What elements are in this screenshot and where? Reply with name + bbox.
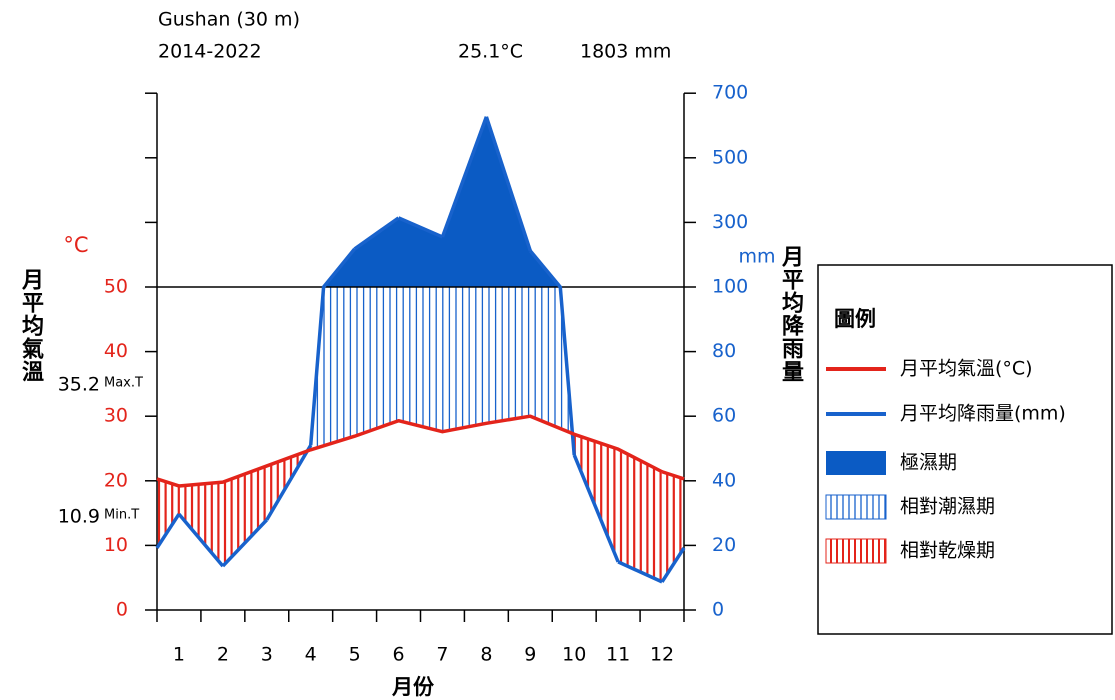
line-extension [155,513,181,549]
precipitation-line [397,216,444,239]
y2-tick-label: 20 [712,534,736,556]
x-tick-label: 1 [173,644,185,666]
y2-tick-label: 40 [712,469,736,491]
min-t-label: Min.T [104,508,139,523]
y2-tick-label: 80 [712,340,736,362]
legend-label: 月平均降雨量(mm) [900,403,1066,425]
precipitation-line [572,454,620,563]
legend-label: 極濕期 [900,452,957,474]
min-t: 10.9 [58,506,100,528]
y2-tick-label: 0 [712,599,724,621]
legend-swatch [825,494,887,520]
x-tick-label: 3 [261,644,273,666]
precipitation-line [221,518,269,568]
y-tick-label: 20 [104,469,128,491]
legend-label: 月平均氣溫(°C) [900,358,1033,380]
max-t: 35.2 [58,374,100,396]
precipitation-line [177,512,225,568]
y-tick-label: 40 [104,340,128,362]
precipitation-line [265,444,313,521]
x-tick-label: 2 [217,644,229,666]
x-tick-label: 11 [606,644,630,666]
y-unit: °C [63,233,88,257]
x-label: 月份 [391,675,435,699]
y2-tick-label: 60 [712,405,736,427]
precipitation-line [440,116,489,238]
y2-tick-label: 100 [712,276,748,298]
y2-tick-label: 500 [712,146,748,168]
legend-label: 相對乾燥期 [900,540,995,562]
annual-precipitation: 1803 mm [580,41,671,63]
mean-temperature: 25.1°C [458,41,523,63]
y2-label: 月平均降雨量 [778,245,805,383]
x-tick-label: 4 [305,644,317,666]
y-tick-label: 30 [104,405,128,427]
line-extension [660,547,686,583]
line-extension [156,477,180,488]
precipitation-line [528,249,576,456]
period: 2014-2022 [158,41,262,63]
y-tick-label: 10 [104,534,128,556]
x-tick-label: 5 [349,644,361,666]
y-tick-label: 0 [116,599,128,621]
line-extension [661,470,685,481]
temperature-line [178,414,663,488]
x-tick-label: 10 [562,644,586,666]
precipitation-line [617,560,663,584]
x-tick-label: 12 [650,644,674,666]
y2-tick-label: 700 [712,82,748,104]
precipitation-line [308,247,356,446]
x-tick-label: 9 [524,644,536,666]
x-tick-label: 6 [392,644,404,666]
legend-swatch [825,538,887,564]
legend-box [817,264,1113,635]
y-label: 月平均氣溫 [18,268,45,383]
x-tick-label: 8 [480,644,492,666]
y2-tick-label: 300 [712,211,748,233]
legend-swatch [826,451,886,475]
max-t-label: Max.T [104,376,143,391]
station: Gushan (30 m) [158,9,300,31]
precipitation-line [353,216,400,251]
legend-title: 圖例 [834,307,876,331]
y-tick-label: 50 [104,276,128,298]
very-humid-area [324,117,561,288]
y2-unit: mm [738,246,775,268]
precipitation-line [484,116,532,252]
x-tick-label: 7 [436,644,448,666]
legend-label: 相對潮濕期 [900,496,995,518]
